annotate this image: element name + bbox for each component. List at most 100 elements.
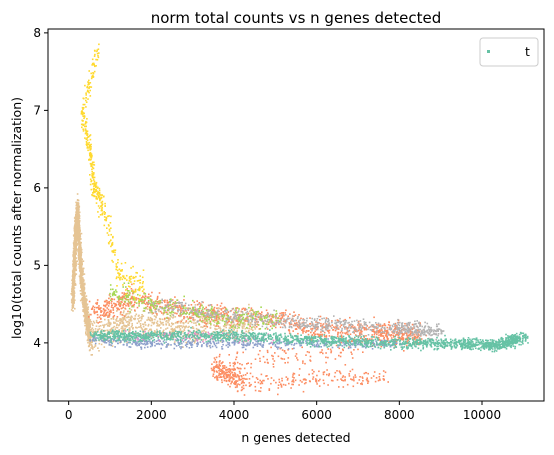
scatter-point [356, 330, 359, 333]
scatter-point [314, 325, 316, 328]
scatter-point [331, 324, 334, 326]
scatter-point [147, 325, 150, 327]
scatter-point [87, 326, 90, 329]
scatter-point [192, 311, 195, 314]
scatter-point [134, 341, 137, 343]
scatter-point [82, 282, 84, 284]
scatter-point [327, 348, 329, 350]
scatter-point [86, 333, 89, 336]
scatter-point [116, 323, 118, 325]
scatter-point [227, 334, 230, 336]
scatter-point [221, 381, 223, 384]
scatter-point [266, 312, 269, 314]
scatter-point [137, 318, 139, 320]
scatter-point [334, 322, 336, 324]
scatter-point [311, 327, 314, 330]
scatter-point [87, 311, 90, 313]
scatter-point [226, 313, 229, 315]
scatter-point [248, 319, 250, 322]
scatter-point [406, 326, 409, 328]
scatter-point [356, 382, 359, 384]
scatter-point [71, 297, 74, 300]
scatter-point [403, 329, 405, 332]
scatter-point [263, 379, 265, 382]
scatter-point [189, 312, 191, 314]
scatter-point [396, 324, 398, 327]
scatter-point [336, 325, 338, 327]
scatter-point [75, 240, 78, 242]
scatter-point [414, 332, 417, 334]
scatter-point [73, 266, 76, 268]
scatter-point [88, 316, 90, 318]
scatter-point [339, 321, 342, 324]
scatter-point [351, 379, 353, 381]
scatter-point [325, 323, 328, 325]
scatter-point [138, 321, 140, 323]
scatter-point [340, 324, 343, 326]
scatter-point [333, 375, 336, 378]
scatter-point [121, 331, 123, 334]
scatter-point [211, 363, 213, 365]
scatter-point [152, 302, 154, 304]
scatter-point [73, 302, 75, 304]
scatter-point [287, 357, 290, 359]
scatter-point [244, 327, 247, 330]
scatter-point [250, 312, 253, 315]
scatter-point [395, 327, 398, 329]
scatter-point [303, 319, 306, 321]
scatter-point [73, 271, 75, 274]
scatter-point [312, 376, 315, 378]
scatter-point [126, 316, 128, 319]
scatter-point [264, 361, 266, 364]
scatter-point [229, 324, 232, 327]
scatter-point [77, 218, 80, 221]
scatter-point [197, 320, 199, 322]
scatter-point [171, 327, 174, 330]
scatter-point [72, 269, 75, 271]
scatter-point [90, 341, 93, 344]
scatter-point [400, 328, 403, 331]
scatter-point [399, 331, 401, 333]
scatter-point [82, 287, 84, 289]
scatter-point [120, 320, 123, 322]
scatter-point [81, 284, 83, 287]
scatter-point [95, 321, 98, 324]
scatter-point [152, 303, 154, 306]
scatter-point [338, 354, 340, 357]
scatter-point [426, 329, 429, 332]
scatter-point [220, 309, 223, 311]
scatter-point [267, 315, 270, 318]
scatter-point [126, 341, 128, 343]
scatter-point [308, 330, 310, 332]
scatter-point [158, 310, 160, 313]
scatter-point [130, 288, 133, 290]
scatter-point [331, 321, 333, 324]
scatter-point [172, 314, 175, 317]
scatter-point [179, 325, 182, 327]
scatter-point [171, 299, 174, 301]
scatter-point [149, 319, 152, 322]
scatter-point [410, 330, 412, 333]
scatter-point [79, 253, 82, 255]
scatter-point [397, 332, 399, 334]
scatter-point [328, 335, 331, 337]
scatter-point [74, 230, 76, 232]
scatter-point [78, 257, 80, 260]
scatter-point [79, 251, 82, 253]
scatter-point [80, 258, 83, 260]
scatter-point [72, 282, 74, 285]
scatter-point [152, 312, 155, 314]
scatter-point [435, 338, 437, 341]
scatter-point [98, 350, 100, 352]
scatter-point [118, 301, 120, 304]
scatter-point [355, 328, 357, 331]
scatter-point [299, 326, 301, 329]
scatter-point [365, 326, 367, 329]
scatter-point [340, 341, 343, 344]
scatter-point [148, 318, 151, 321]
scatter-point [435, 330, 438, 333]
scatter-point [353, 326, 356, 328]
scatter-point [398, 327, 400, 329]
scatter-point [411, 328, 414, 330]
scatter-point [414, 335, 417, 338]
